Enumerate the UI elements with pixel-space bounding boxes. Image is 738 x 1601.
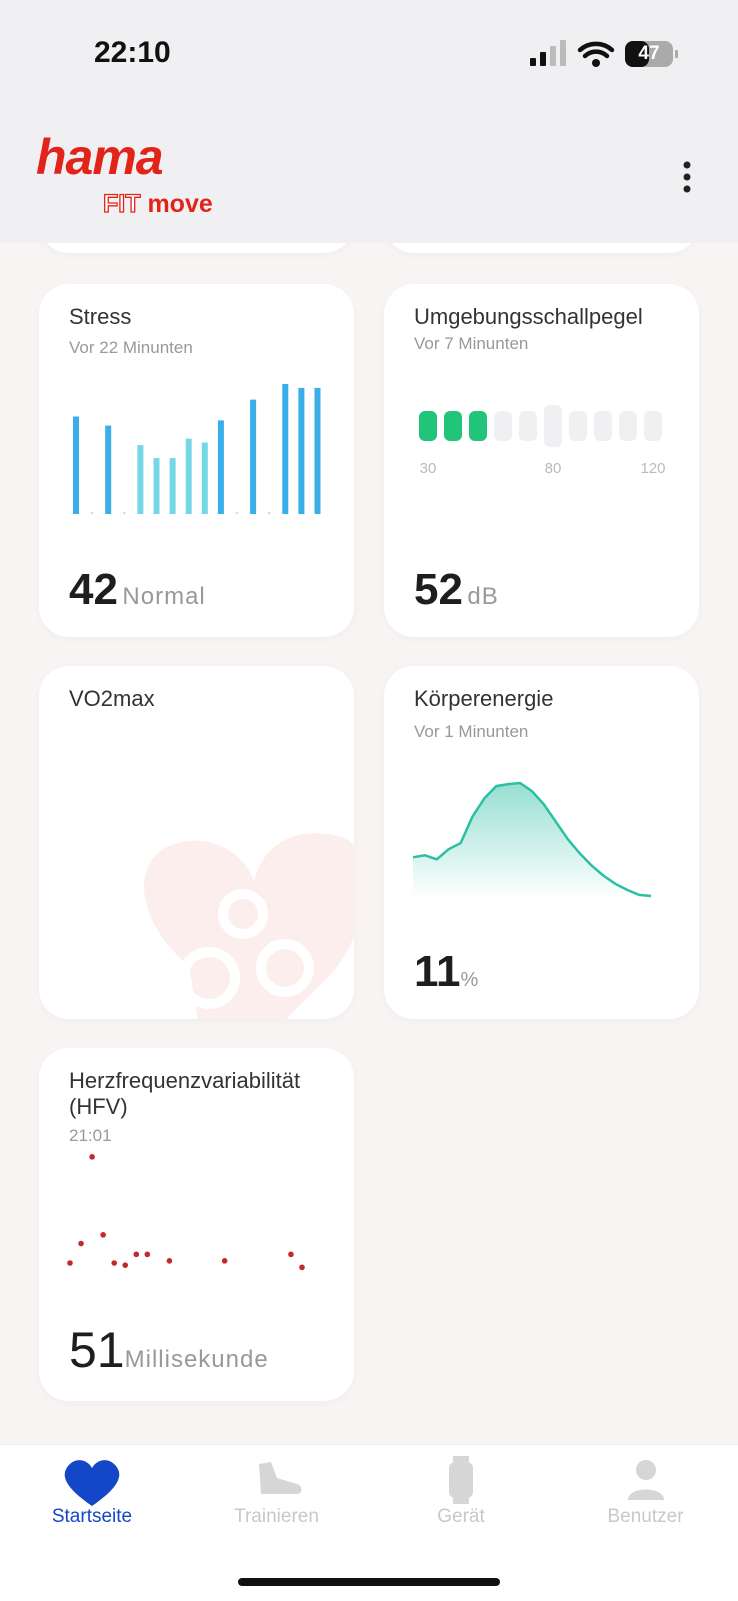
stress-card[interactable]: Stress Vor 22 Minunten 42 Normal — [39, 284, 354, 637]
bar — [250, 399, 257, 514]
card-subtitle: Vor 1 Minunten — [414, 722, 529, 741]
bottom-nav — [0, 1444, 738, 1601]
area-fill — [413, 783, 651, 898]
nav-item[interactable]: Gerät — [369, 1444, 553, 1554]
meter-segment — [594, 411, 612, 441]
hrv-card[interactable]: Herzfrequenzvariabilität (HFV) 21:01 51M… — [39, 1048, 354, 1401]
scatter-point — [288, 1251, 294, 1258]
card-value: 52 dB — [414, 565, 499, 615]
meter-segment — [544, 405, 562, 447]
energy-card[interactable]: Körperenergie Vor 1 Minunten 11% — [384, 666, 699, 1019]
scatter-point — [100, 1232, 106, 1238]
scatter-point — [299, 1264, 305, 1271]
status: Normal — [122, 583, 206, 610]
card-subtitle: Vor 7 Minunten — [414, 334, 529, 353]
bar — [169, 458, 176, 514]
scatter-point — [67, 1260, 73, 1266]
bar — [123, 511, 126, 515]
card-value: 42 Normal — [69, 565, 206, 615]
scatter-point — [111, 1260, 117, 1266]
card-subtitle: Vor 22 Minunten — [69, 338, 193, 357]
bar — [267, 511, 271, 515]
meter-segment — [494, 411, 512, 441]
card-title: Umgebungsschallpegel — [414, 304, 643, 329]
scatter-point — [89, 1154, 95, 1160]
bar — [185, 438, 192, 514]
scatter-point — [221, 1258, 228, 1264]
value: 42 — [69, 565, 118, 614]
unit: % — [460, 969, 480, 991]
bar — [201, 442, 208, 514]
meter-segment-filled — [444, 411, 462, 441]
nav-icon — [258, 1462, 301, 1494]
product-fit: FIT — [102, 189, 141, 218]
status-time: 22:10 — [94, 36, 171, 69]
scatter-point — [78, 1240, 84, 1247]
meter-segment — [644, 411, 662, 441]
card-value: 51Millisekunde — [69, 1321, 269, 1379]
value: 11 — [414, 947, 461, 996]
stress-chart — [73, 384, 321, 515]
meter-segment — [519, 411, 537, 441]
status-icons — [530, 40, 691, 193]
meter-tick-label: 30 — [420, 460, 437, 477]
card-value: 11% — [414, 947, 479, 997]
bar — [90, 511, 94, 515]
value: 52 — [414, 565, 463, 614]
nav-item[interactable]: Startseite — [0, 1444, 184, 1554]
nav-icon — [449, 1456, 473, 1504]
card-title: Stress — [69, 304, 132, 329]
nav-item[interactable]: Trainieren — [185, 1444, 369, 1554]
product-logo: FIT move — [102, 189, 213, 219]
bar — [137, 445, 144, 514]
bar — [153, 458, 160, 514]
brand-logo: hama — [36, 129, 164, 185]
nav-label: Gerät — [437, 1506, 485, 1527]
card-subtitle: 21:01 — [69, 1126, 112, 1145]
card-title: Körperenergie — [414, 686, 554, 711]
card-title: Herzfrequenzvariabilität (HFV) — [69, 1068, 301, 1119]
nav-label: Trainieren — [234, 1506, 319, 1527]
battery-level: 47 — [638, 43, 660, 64]
meter-segment — [569, 411, 587, 441]
bar — [217, 420, 224, 514]
nav-icon — [64, 1460, 120, 1506]
header: 22:10 47 hama FIT move — [0, 0, 738, 243]
area-line — [412, 781, 652, 898]
card-title: VO2max — [69, 686, 155, 711]
nav-label: Benutzer — [607, 1506, 684, 1527]
bar — [314, 387, 321, 514]
nav-icon — [627, 1460, 664, 1500]
bar — [282, 384, 289, 514]
meter-segment-filled — [419, 411, 437, 441]
bar — [235, 511, 239, 515]
bar — [73, 416, 79, 514]
scatter-point — [122, 1262, 129, 1268]
scatter-point — [144, 1251, 151, 1258]
unit: Millisekunde — [124, 1346, 269, 1373]
bar — [298, 387, 305, 514]
value: 51 — [69, 1322, 125, 1378]
product-move: move — [147, 190, 213, 218]
scatter-point — [133, 1251, 140, 1258]
hrv-chart — [67, 1154, 305, 1271]
unit: dB — [467, 583, 499, 610]
energy-chart — [412, 781, 652, 898]
meter-segment — [619, 411, 637, 441]
nav-item[interactable]: Benutzer — [554, 1444, 738, 1554]
noise-card[interactable]: 30 80 120 Umgebungsschallpegel Vor 7 Minun… — [384, 284, 699, 637]
nav-label: Startseite — [51, 1506, 133, 1527]
home-indicator — [238, 1578, 500, 1586]
scatter-point — [166, 1258, 173, 1264]
meter-tick-label: 80 — [545, 460, 562, 477]
bar — [105, 425, 112, 514]
noise-meter: 30 80 120 — [419, 405, 666, 477]
meter-tick-label: 120 — [640, 460, 665, 477]
meter-segment-filled — [469, 411, 487, 441]
vo2max-card[interactable]: VO2max — [39, 666, 354, 1019]
vo2max-decoration — [144, 833, 354, 1019]
